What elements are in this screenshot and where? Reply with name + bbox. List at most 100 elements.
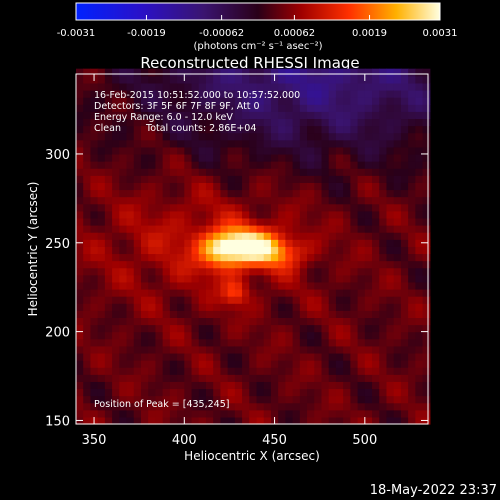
- y-tick-label-3: 300: [45, 148, 70, 163]
- heatmap-cell-426: [133, 232, 142, 240]
- heatmap-cell-473: [140, 253, 149, 262]
- heatmap-cell-1494: [285, 104, 294, 112]
- heatmap-cell-1780: [328, 203, 337, 212]
- heatmap-cell-608: [162, 360, 171, 368]
- heatmap-cell-1619: [307, 281, 315, 290]
- heatmap-cell-1613: [307, 324, 315, 333]
- heatmap-cell-747: [177, 82, 185, 91]
- heatmap-cell-275: [112, 239, 120, 247]
- heatmap-cell-371: [126, 267, 135, 276]
- heatmap-cell-87: [83, 153, 92, 162]
- heatmap-cell-1364: [270, 317, 279, 326]
- heatmap-cell-368: [126, 288, 135, 297]
- heatmap-cell-2319: [408, 281, 416, 290]
- heatmap-cell-1359: [270, 352, 279, 361]
- colorbar-unit-label: (photons cm⁻² s⁻¹ asec⁻²): [193, 41, 322, 52]
- heatmap-cell-1231: [249, 196, 258, 205]
- heatmap-cell-1931: [350, 196, 359, 205]
- heatmap-cell-1901: [350, 409, 359, 418]
- heatmap-cell-649: [162, 68, 171, 77]
- heatmap-cell-107: [90, 367, 99, 375]
- heatmap-cell-2428: [422, 217, 431, 226]
- heatmap-cell-1791: [328, 125, 337, 134]
- heatmap-cell-659: [169, 352, 178, 361]
- heatmap-cell-1809: [335, 352, 344, 361]
- heatmap-cell-2190: [386, 132, 395, 141]
- heatmap-cell-2395: [415, 97, 424, 105]
- heatmap-cell-1441: [278, 125, 286, 134]
- heatmap-cell-1135: [234, 168, 243, 176]
- heatmap-cell-1127: [234, 225, 243, 233]
- heatmap-cell-1987: [357, 153, 366, 162]
- heatmap-cell-993: [213, 111, 222, 120]
- heatmap-cell-1933: [350, 182, 359, 191]
- heatmap-cell-18: [76, 288, 84, 297]
- heatmap-cell-2430: [422, 203, 431, 212]
- heatmap-cell-1238: [249, 146, 258, 155]
- heatmap-cell-1450: [285, 416, 294, 425]
- heatmap-cell-643: [162, 111, 171, 120]
- heatmap-cell-1144: [234, 104, 243, 112]
- colorbar-tick-label-0: -0.0031: [57, 28, 96, 39]
- heatmap-cell-1860: [343, 345, 351, 354]
- heatmap-cell-2099: [372, 68, 380, 77]
- heatmap-cell-1736: [321, 161, 330, 169]
- heatmap-cell-668: [169, 288, 178, 297]
- heatmap-cell-120: [90, 274, 99, 283]
- heatmap-cell-417: [133, 296, 142, 304]
- heatmap-cell-67: [83, 296, 92, 304]
- heatmap-cell-1206: [249, 374, 258, 382]
- heatmap-cell-1199: [242, 68, 250, 77]
- heatmap-cell-1826: [335, 232, 344, 240]
- heatmap-cell-1435: [278, 168, 286, 176]
- heatmap-cell-538: [148, 146, 157, 155]
- heatmap-cell-422: [133, 260, 142, 269]
- heatmap-cell-121: [90, 267, 99, 276]
- heatmap-cell-1595: [299, 97, 308, 105]
- heatmap-cell-1309: [263, 352, 272, 361]
- heatmap-cell-1417: [278, 296, 286, 304]
- heatmap-cell-2362: [415, 331, 424, 340]
- heatmap-cell-305: [119, 381, 128, 390]
- heatmap-cell-238: [104, 146, 113, 155]
- heatmap-cell-773: [184, 253, 193, 262]
- heatmap-cell-576: [155, 232, 164, 240]
- heatmap-cell-212: [104, 331, 113, 340]
- heatmap-cell-817: [191, 296, 200, 304]
- heatmap-cell-540: [148, 132, 157, 141]
- heatmap-cell-1793: [328, 111, 337, 120]
- heatmap-cell-1156: [242, 374, 250, 382]
- heatmap-cell-439: [133, 139, 142, 148]
- heatmap-cell-401: [133, 409, 142, 418]
- heatmap-cell-674: [169, 246, 178, 255]
- heatmap-cell-1010: [220, 345, 229, 354]
- heatmap-cell-2100: [379, 416, 388, 425]
- heatmap-cell-1023: [220, 253, 229, 262]
- heatmap-cell-1542: [292, 118, 301, 127]
- heatmap-cell-2024: [364, 246, 373, 255]
- heatmap-cell-1419: [278, 281, 286, 290]
- heatmap-cell-98: [83, 75, 92, 84]
- heatmap-cell-282: [112, 189, 120, 198]
- heatmap-cell-1783: [328, 182, 337, 191]
- heatmap-cell-2435: [422, 168, 431, 176]
- heatmap-cell-755: [184, 381, 193, 390]
- heatmap-cell-256: [112, 374, 120, 382]
- heatmap-cell-1226: [249, 232, 258, 240]
- heatmap-cell-1334: [263, 175, 272, 183]
- heatmap-cell-344: [119, 104, 128, 112]
- heatmap-cell-6: [76, 374, 84, 382]
- heatmap-cell-2179: [386, 210, 395, 219]
- heatmap-cell-224: [104, 246, 113, 255]
- heatmap-cell-1983: [357, 182, 366, 191]
- heatmap-cell-2081: [372, 196, 380, 205]
- heatmap-cell-849: [191, 68, 200, 77]
- heatmap-cell-1820: [335, 274, 344, 283]
- heatmap-cell-1576: [299, 232, 308, 240]
- heatmap-cell-271: [112, 267, 120, 276]
- heatmap-cell-260: [112, 345, 120, 354]
- heatmap-cell-1172: [242, 260, 250, 269]
- heatmap-cell-767: [184, 296, 193, 304]
- heatmap-cell-277: [112, 225, 120, 233]
- heatmap-cell-331: [119, 196, 128, 205]
